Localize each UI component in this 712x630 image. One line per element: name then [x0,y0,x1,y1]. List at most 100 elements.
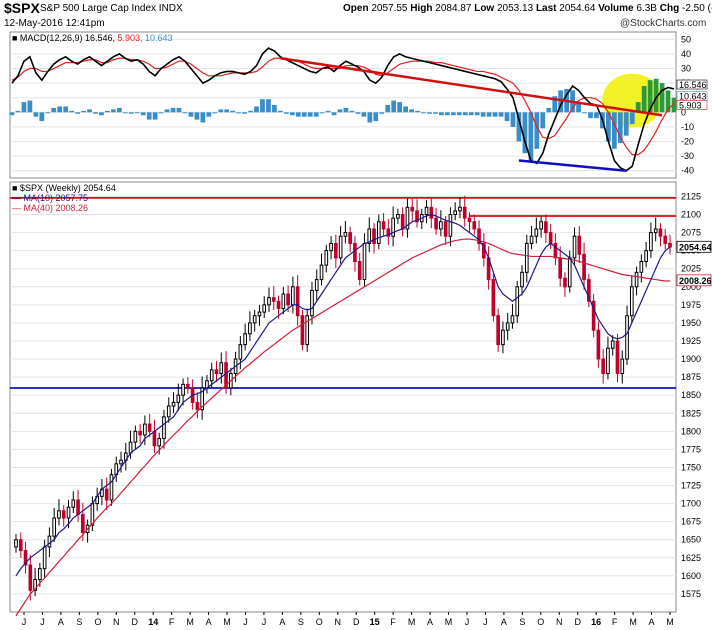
candle-body [181,383,185,396]
ma40-line [15,238,670,616]
candle-body [658,228,663,237]
x-tick-label: J [243,617,248,627]
x-tick-label: J [483,617,488,627]
candle-body [348,232,352,244]
price-last-value-box [676,274,712,287]
candle-body [353,242,357,262]
candle-body [443,221,448,237]
candle-body [47,535,52,548]
price-y-tick: 1875 [681,372,701,382]
x-tick-label: M [666,617,674,627]
candle-body [276,300,281,309]
symbol-title: $SPX [4,0,40,16]
macd-y-tick: -30 [681,151,694,161]
candle-body [458,206,462,212]
candle-body [472,221,477,230]
macd-last-value: 10.643 [679,92,707,102]
macd-last-value: 16.546 [679,80,707,90]
candle-body [372,228,376,244]
brand-watermark: @StockCharts.com [620,18,707,29]
macd-histogram-bar [236,112,242,114]
chg-label: Chg [659,3,680,14]
macd-histogram-bar [379,112,385,114]
macd-y-tick: -20 [681,137,694,147]
x-tick-label: F [612,617,618,627]
macd-histogram-bar [200,112,206,123]
candle-body [563,277,567,288]
price-y-tick: 1700 [681,499,701,509]
macd-histogram-bar [128,112,134,114]
x-tick-label: D [131,617,138,627]
candle-body [300,315,305,346]
candle-body [18,539,23,552]
macd-histogram-bar [140,112,146,116]
candle-body [119,459,123,465]
macd-histogram-bar [224,109,230,113]
low-label: Low [474,3,495,14]
candle-body [61,510,66,519]
macd-histogram-bar [409,109,414,113]
macd-histogram-bar [385,105,391,113]
candle-body [668,242,672,248]
macd-y-tick: -40 [681,166,694,176]
macd-histogram-bar [218,109,224,113]
candle-body [143,423,147,436]
macd-resistance-trendline [280,57,663,117]
candle-body [343,232,348,237]
candle-body [42,546,47,570]
macd-histogram-bar [623,112,629,136]
macd-histogram-bar [510,112,516,127]
candle-body [529,235,534,244]
macd-histogram-bar [331,112,337,116]
macd-histogram-bar [516,112,522,142]
x-tick-label: D [574,617,581,627]
candle-body [491,279,496,317]
price-y-tick: 1600 [681,571,701,581]
candle-body [591,300,596,331]
macd-histogram-bar [433,112,438,114]
macd-histogram-bar [57,106,63,113]
macd-histogram-bar [647,80,653,113]
candle-body [281,293,286,309]
price-y-tick: 1725 [681,481,701,491]
macd-last-value-box [676,100,708,110]
macd-legend: ■ MACD(12,26,9) 16.546, 5.903, 10.643 [12,33,173,43]
last-value: 2054.64 [559,3,596,14]
candle-body [439,221,443,230]
candle-body [381,221,386,230]
macd-histogram-bar [266,99,271,113]
candle-body [582,253,586,281]
candle-body [57,510,61,519]
macd-histogram-bar [635,102,641,113]
price-last-value-box [676,240,712,253]
macd-histogram-bar [444,112,450,116]
price-last-value: 2054.64 [679,242,712,252]
macd-histogram-bar [606,112,611,142]
x-tick-label: M [408,617,416,627]
candle-body [319,264,324,281]
candle-body [200,387,205,411]
price-last-value: 2008.26 [679,276,712,286]
candle-body [81,513,85,534]
candle-body [76,499,80,515]
x-tick-label: A [206,617,212,627]
macd-histogram-bar [105,110,110,113]
macd-histogram-bar [307,112,313,117]
quote-summary: Open 2057.55 High 2084.87 Low 2053.13 La… [343,3,712,14]
macd-histogram-bar [99,112,104,116]
candle-body [453,210,458,216]
x-tick-label: M [223,617,231,627]
high-value: 2084.87 [435,3,472,14]
macd-histogram-bar [343,107,349,113]
candle-body [539,221,543,230]
candle-body [548,232,553,244]
candle-body [496,315,500,346]
price-legend-ma40: — MA(40) 2008.26 [12,203,88,213]
macd-histogram-bar [528,112,534,161]
macd-histogram-bar [188,112,194,117]
macd-histogram-bar [552,96,558,113]
candle-body [252,315,257,324]
price-y-tick: 1800 [681,426,701,436]
x-tick-label: N [556,617,563,627]
macd-histogram-bar [212,112,218,114]
